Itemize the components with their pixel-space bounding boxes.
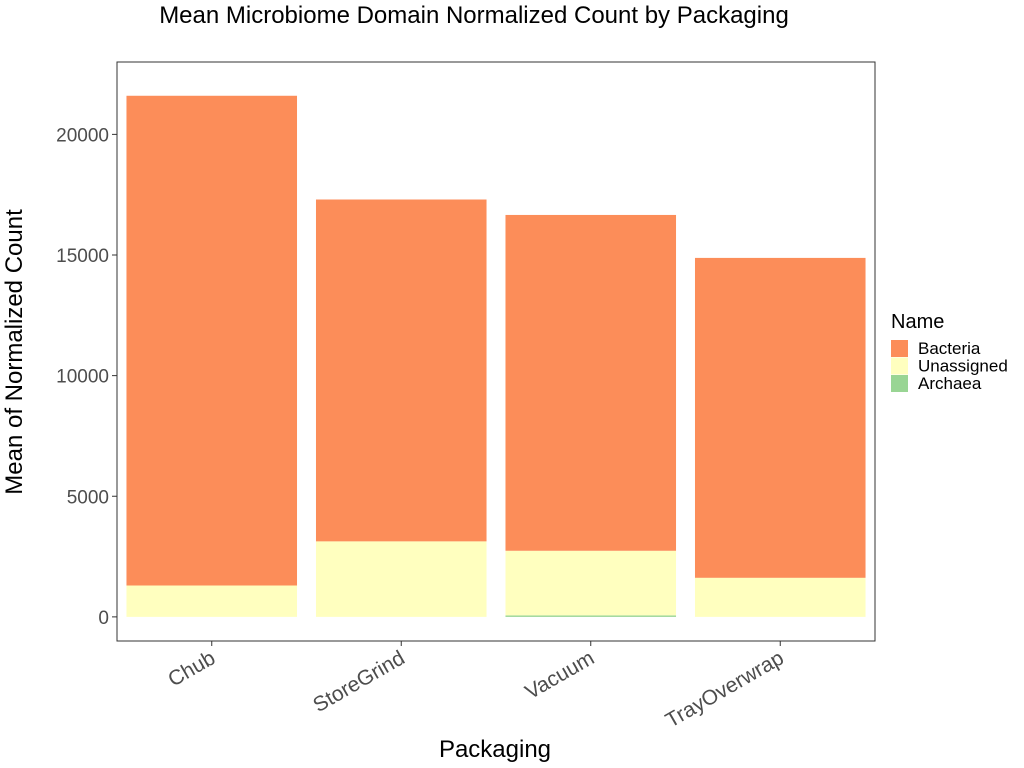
legend-key-unassigned bbox=[891, 357, 908, 375]
bars-layer bbox=[126, 95, 866, 617]
bar-unassigned-chub bbox=[126, 585, 298, 617]
chart-title: Mean Microbiome Domain Normalized Count … bbox=[159, 2, 789, 29]
legend-key-bacteria bbox=[891, 340, 908, 357]
x-axis: Chub StoreGrind Vacuum TrayOverwrap bbox=[164, 641, 788, 732]
y-tick-label: 15000 bbox=[56, 246, 109, 267]
bar-unassigned-storegrind bbox=[315, 541, 487, 617]
x-tick-label-chub: Chub bbox=[164, 646, 219, 691]
y-tick-label: 20000 bbox=[56, 125, 109, 146]
legend-title: Name bbox=[891, 311, 944, 333]
x-axis-title: Packaging bbox=[439, 736, 551, 763]
bar-unassigned-vacuum bbox=[505, 550, 677, 616]
y-tick-label: 10000 bbox=[56, 367, 109, 388]
bar-bacteria-chub bbox=[126, 95, 298, 586]
legend-label-unassigned: Unassigned bbox=[918, 357, 1008, 376]
bar-bacteria-storegrind bbox=[315, 199, 487, 542]
x-tick-label-trayoverwrap: TrayOverwrap bbox=[662, 646, 788, 732]
y-tick-label: 5000 bbox=[67, 487, 109, 508]
legend-label-archaea: Archaea bbox=[918, 374, 982, 393]
y-tick-label: 0 bbox=[98, 608, 109, 629]
y-axis: 0 5000 10000 15000 20000 bbox=[56, 125, 117, 629]
bar-archaea-vacuum bbox=[505, 615, 677, 617]
y-axis-title: Mean of Normalized Count bbox=[1, 209, 28, 495]
x-tick-label-storegrind: StoreGrind bbox=[309, 646, 408, 717]
bar-bacteria-trayoverwrap bbox=[694, 257, 866, 578]
bar-bacteria-vacuum bbox=[505, 214, 677, 551]
legend-label-bacteria: Bacteria bbox=[918, 339, 981, 358]
x-tick-label-vacuum: Vacuum bbox=[521, 646, 598, 704]
legend-key-archaea bbox=[891, 375, 908, 392]
bar-unassigned-trayoverwrap bbox=[694, 577, 866, 617]
